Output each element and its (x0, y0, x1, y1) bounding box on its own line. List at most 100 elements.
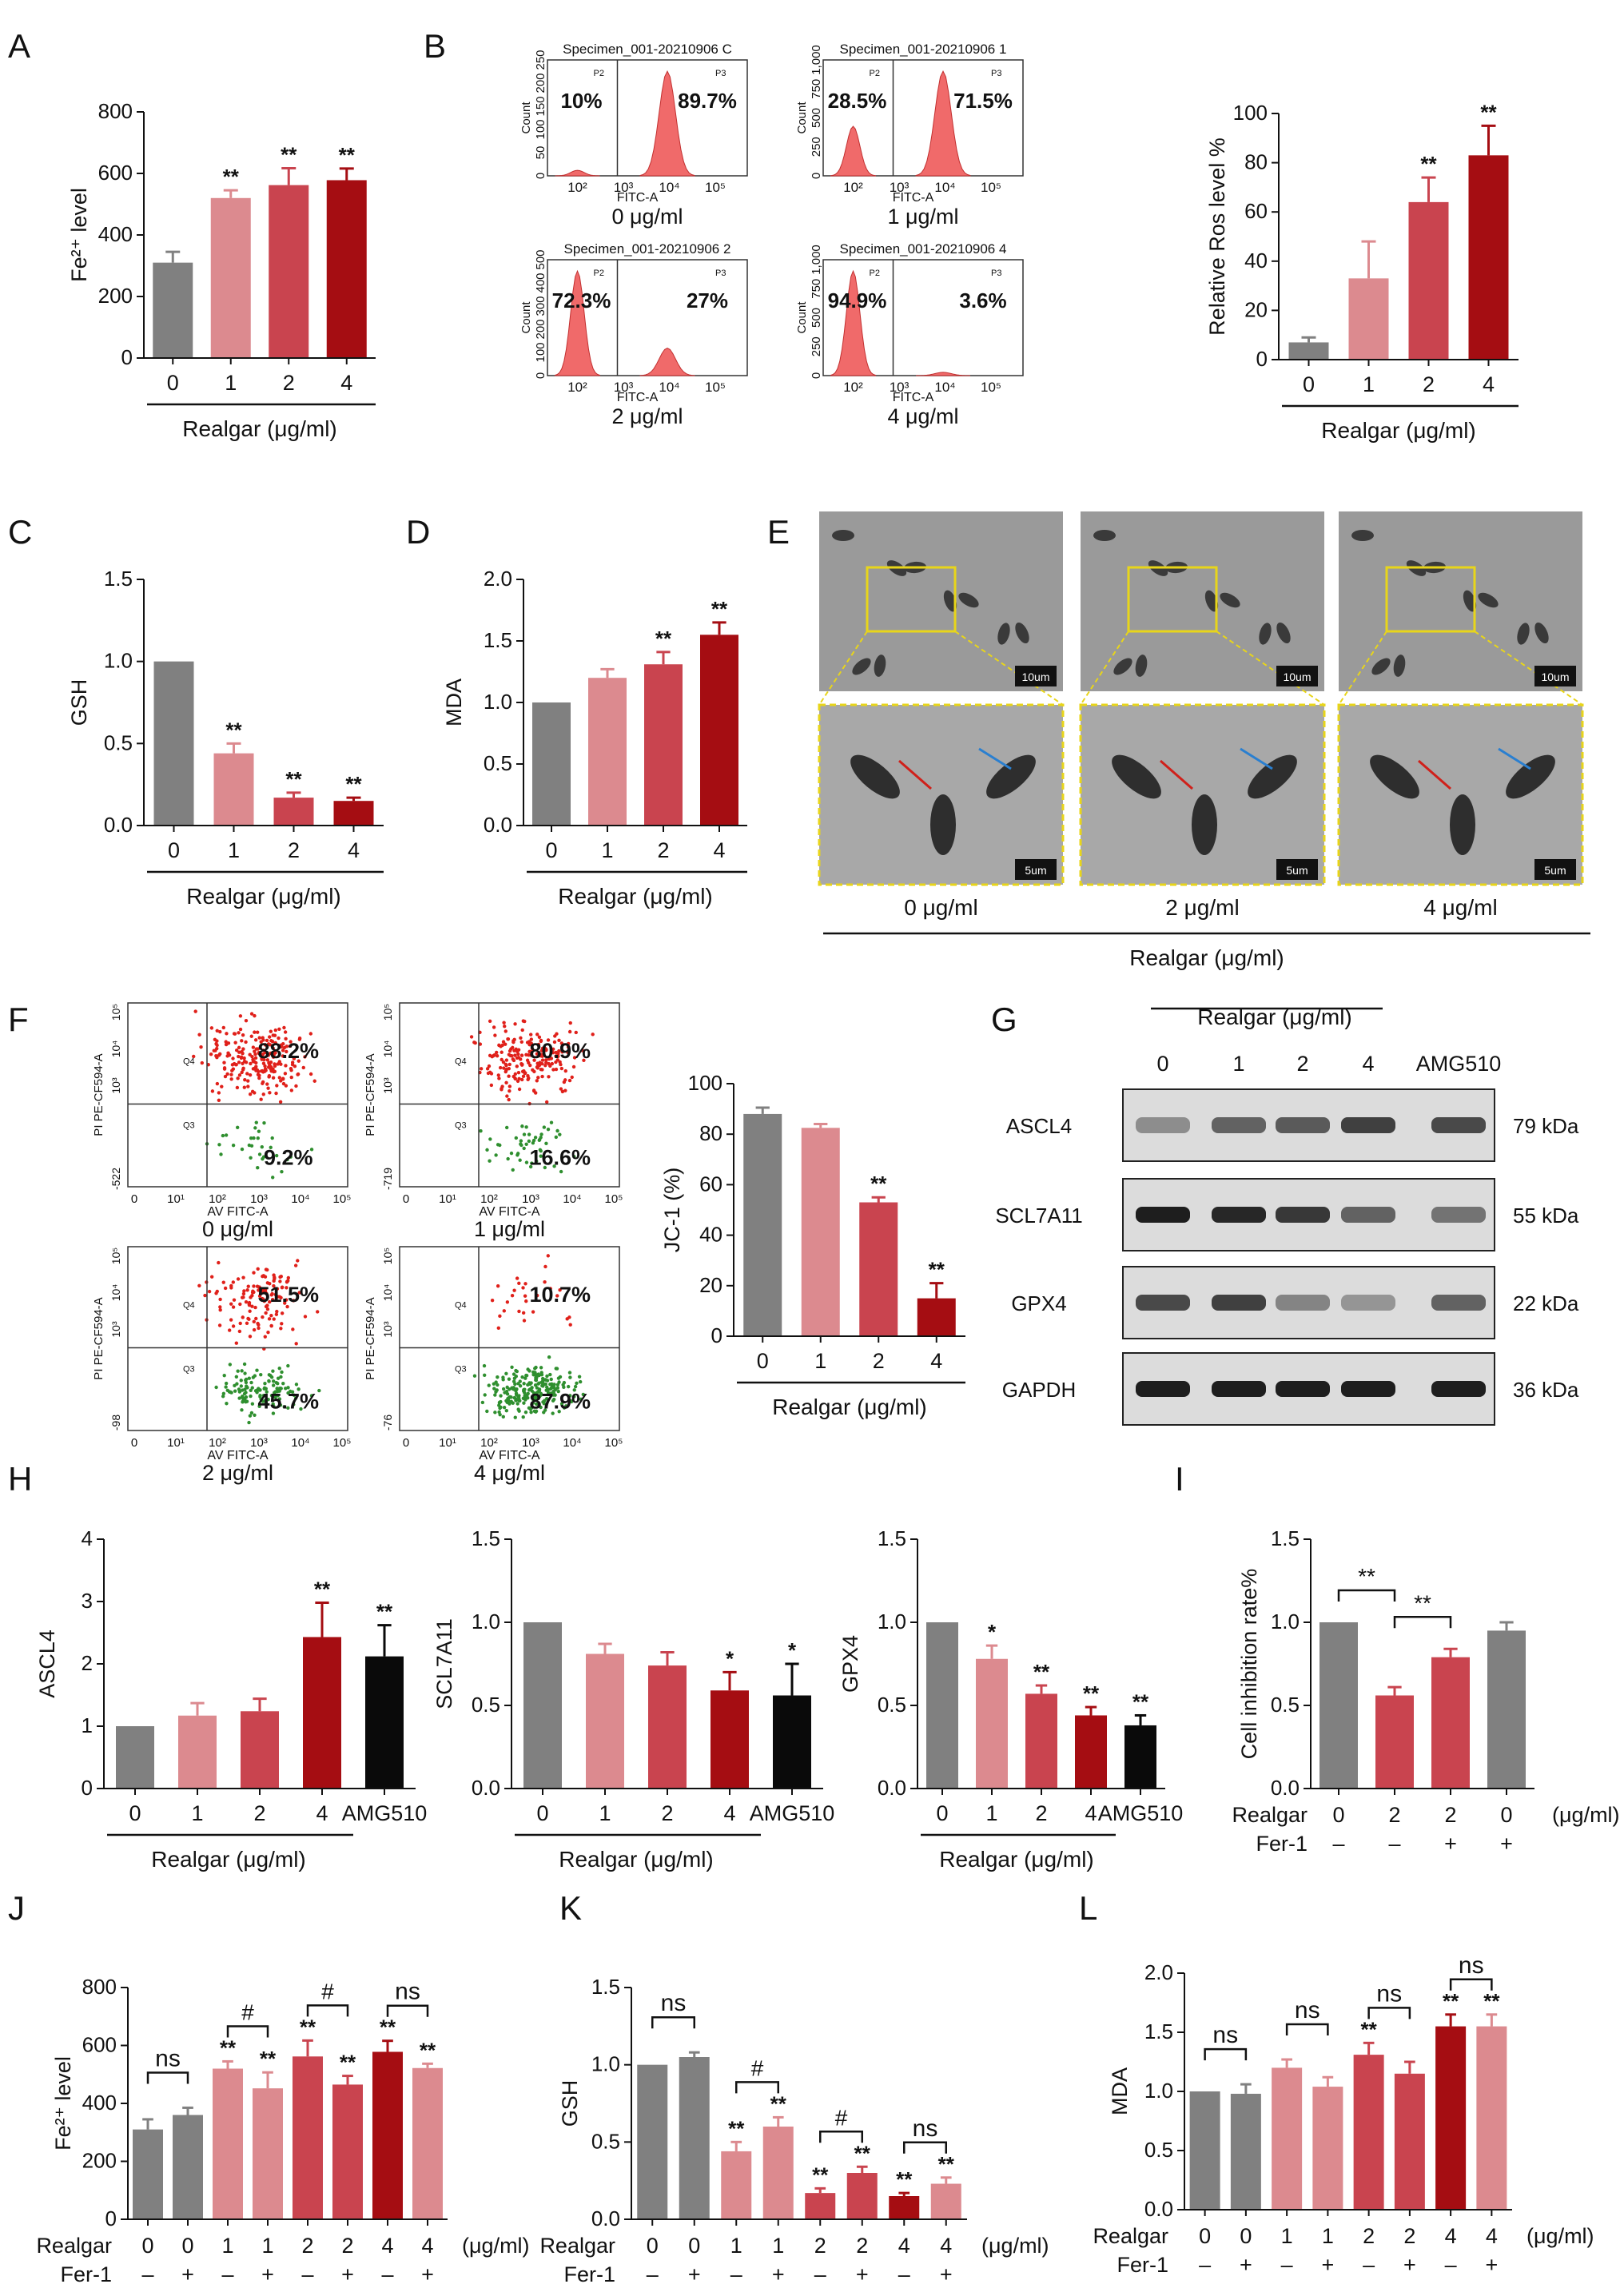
protein-band (1431, 1381, 1486, 1397)
red-event-dot (249, 1061, 253, 1066)
green-event-dot (510, 1365, 514, 1369)
red-event-dot (261, 1081, 265, 1085)
green-event-dot (512, 1376, 517, 1380)
green-event-dot (517, 1409, 521, 1413)
bar (1124, 1725, 1156, 1789)
significance-label: ** (420, 2038, 436, 2062)
y-axis-label: Cell inhibition rate% (1237, 1569, 1261, 1760)
significance-label: ** (285, 767, 302, 791)
green-event-dot (255, 1368, 259, 1372)
red-event-dot (266, 1065, 271, 1069)
fer1-row-label: Fer-1 (1116, 2253, 1168, 2277)
comparison-bracket (1367, 2007, 1411, 2019)
bar (1431, 1657, 1470, 1789)
green-event-dot (572, 1155, 576, 1159)
red-event-dot (241, 1275, 245, 1279)
green-event-dot (522, 1146, 526, 1151)
red-event-dot (225, 1032, 229, 1036)
red-event-dot (250, 1291, 255, 1295)
y-tick-label: 250 (810, 336, 823, 356)
y-tick-label: 10³ (109, 1077, 122, 1094)
significance-label: ** (225, 718, 242, 742)
red-event-dot (562, 1080, 567, 1084)
y-tick-label: 0.5 (591, 2129, 620, 2153)
flow-histograms: Specimen_001-20210906 C P2 P3 10% 89.7% 0 50 10… (519, 42, 1024, 428)
green-event-dot (492, 1387, 496, 1391)
red-event-dot (543, 1264, 547, 1269)
green-event-dot (281, 1381, 285, 1386)
bar (1230, 2093, 1261, 2210)
green-event-dot (529, 1410, 533, 1415)
panel-letter-h: H (8, 1460, 32, 1498)
bar (846, 2173, 878, 2219)
x-tick-label: 0 (131, 1192, 137, 1206)
mitochondrion-shape (1135, 655, 1148, 677)
red-event-dot (257, 1036, 261, 1040)
realgar-dose-label: 0 (647, 2234, 659, 2258)
zoom-region-box (1127, 566, 1218, 633)
red-event-dot (523, 1294, 527, 1298)
lane-label: 4 (1362, 1052, 1374, 1076)
realgar-dose-label: 2 (341, 2234, 353, 2258)
red-event-dot (275, 1309, 279, 1314)
red-event-dot (215, 1081, 220, 1086)
protein-name: GAPDH (1002, 1378, 1076, 1402)
bar (1075, 1715, 1107, 1789)
red-event-dot (547, 1061, 551, 1066)
bar (1288, 342, 1329, 360)
upper-percentage: 80.9% (529, 1039, 591, 1063)
green-event-dot (511, 1372, 516, 1376)
histogram-caption: 2 μg/ml (611, 404, 683, 428)
green-event-dot (539, 1148, 543, 1153)
green-event-dot (273, 1391, 277, 1395)
green-event-dot (529, 1381, 533, 1385)
x-tick-label: 10¹ (439, 1192, 456, 1206)
red-event-dot (516, 1052, 520, 1056)
realgar-dose-label: 2 (856, 2234, 868, 2258)
green-event-dot (506, 1156, 510, 1161)
x-axis-label: FITC-A (893, 391, 934, 404)
red-event-dot (557, 1049, 561, 1053)
red-event-dot (218, 1029, 222, 1034)
red-event-dot (531, 1068, 535, 1072)
y-axis-label: Count (795, 101, 809, 134)
em-image-top (819, 511, 1063, 691)
y-tick-label: 750 (810, 279, 823, 299)
red-event-dot (537, 1063, 542, 1068)
x-tick-label: 4 (316, 1801, 328, 1825)
red-event-dot (252, 1271, 256, 1275)
x-tick-label: 1 (599, 1801, 611, 1825)
green-event-dot (504, 1409, 509, 1413)
green-event-dot (546, 1391, 551, 1395)
green-event-dot (544, 1141, 548, 1146)
red-event-dot (297, 1291, 301, 1295)
significance-label: ** (314, 1578, 331, 1602)
green-event-dot (535, 1159, 539, 1164)
mitochondrion-shape (1113, 658, 1132, 675)
green-event-dot (252, 1136, 256, 1140)
significance-label: * (988, 1620, 997, 1644)
realgar-dose-label: 0 (1240, 2224, 1252, 2248)
green-event-dot (551, 1411, 555, 1415)
gate-label: P3 (715, 269, 726, 278)
protein-band (1341, 1381, 1395, 1397)
x-tick-label: 10⁴ (934, 380, 955, 395)
comparison-label: ns (1459, 1952, 1484, 1979)
em-image-top (1339, 511, 1582, 691)
y-tick-label: 80 (1244, 150, 1268, 174)
left-percentage: 94.9% (828, 288, 887, 312)
protein-band (1136, 1207, 1190, 1223)
red-event-dot (231, 1324, 236, 1328)
red-event-dot (241, 1291, 246, 1296)
green-event-dot (272, 1404, 276, 1408)
mitochondrion-zoom-shape (850, 754, 900, 799)
y-tick-label: 0 (121, 345, 133, 369)
red-event-dot (250, 1293, 254, 1298)
significance-label: ** (1132, 1689, 1149, 1713)
green-event-dot (271, 1411, 276, 1415)
gate-label: P3 (991, 69, 1001, 78)
gate-label: P2 (870, 269, 880, 278)
y-tick-label: 10³ (381, 1321, 394, 1338)
x-tick-label: 10⁵ (333, 1192, 352, 1206)
